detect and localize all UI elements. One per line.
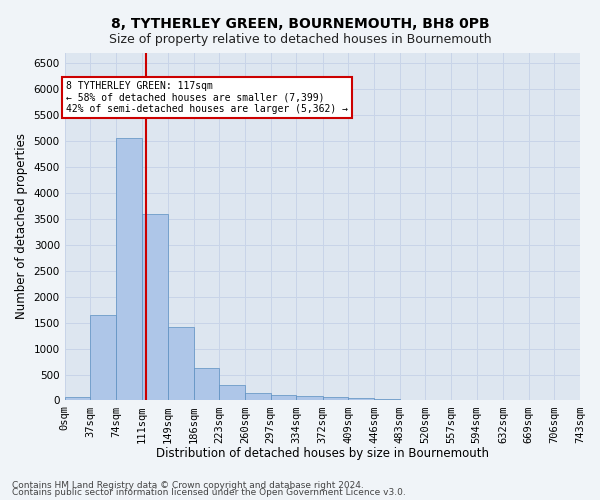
Text: Contains public sector information licensed under the Open Government Licence v3: Contains public sector information licen… <box>12 488 406 497</box>
Bar <box>194 368 220 400</box>
Bar <box>116 138 142 400</box>
Bar <box>91 315 116 400</box>
Text: Size of property relative to detached houses in Bournemouth: Size of property relative to detached ho… <box>109 32 491 46</box>
Bar <box>349 398 374 400</box>
Bar <box>65 396 91 400</box>
Text: 8, TYTHERLEY GREEN, BOURNEMOUTH, BH8 0PB: 8, TYTHERLEY GREEN, BOURNEMOUTH, BH8 0PB <box>110 18 490 32</box>
Bar <box>245 392 271 400</box>
Bar <box>271 395 296 400</box>
X-axis label: Distribution of detached houses by size in Bournemouth: Distribution of detached houses by size … <box>156 447 489 460</box>
Text: Contains HM Land Registry data © Crown copyright and database right 2024.: Contains HM Land Registry data © Crown c… <box>12 480 364 490</box>
Bar <box>142 214 168 400</box>
Bar <box>323 398 349 400</box>
Bar <box>374 399 400 400</box>
Text: 8 TYTHERLEY GREEN: 117sqm
← 58% of detached houses are smaller (7,399)
42% of se: 8 TYTHERLEY GREEN: 117sqm ← 58% of detac… <box>66 81 348 114</box>
Bar <box>296 396 323 400</box>
Bar <box>168 327 194 400</box>
Bar <box>220 385 245 400</box>
Y-axis label: Number of detached properties: Number of detached properties <box>15 134 28 320</box>
